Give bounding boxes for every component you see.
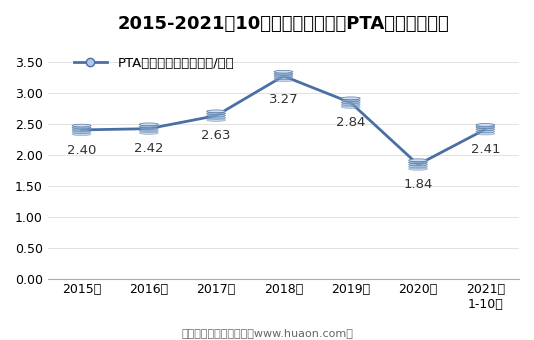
- Ellipse shape: [409, 168, 427, 170]
- Ellipse shape: [341, 97, 360, 100]
- Ellipse shape: [139, 130, 158, 132]
- Ellipse shape: [72, 133, 91, 136]
- Ellipse shape: [476, 130, 495, 133]
- Ellipse shape: [274, 72, 293, 75]
- Ellipse shape: [274, 77, 293, 80]
- Ellipse shape: [476, 126, 495, 129]
- Text: 3.27: 3.27: [269, 94, 299, 106]
- Ellipse shape: [409, 159, 427, 161]
- Ellipse shape: [274, 79, 293, 82]
- Ellipse shape: [72, 126, 91, 129]
- Ellipse shape: [72, 129, 91, 131]
- Ellipse shape: [207, 112, 225, 115]
- Text: 2.42: 2.42: [134, 142, 163, 155]
- Text: 1.84: 1.84: [403, 178, 433, 191]
- Ellipse shape: [476, 132, 495, 135]
- Ellipse shape: [139, 123, 158, 126]
- Ellipse shape: [72, 131, 91, 134]
- Ellipse shape: [72, 124, 91, 127]
- Ellipse shape: [139, 127, 158, 130]
- Ellipse shape: [207, 116, 225, 119]
- Ellipse shape: [409, 163, 427, 166]
- Legend: PTA期货成交均价（万元/手）: PTA期货成交均价（万元/手）: [68, 51, 239, 75]
- Ellipse shape: [341, 99, 360, 102]
- Text: 2.40: 2.40: [67, 143, 96, 156]
- Title: 2015-2021年10月郑州商品交易所PTA期货成交均价: 2015-2021年10月郑州商品交易所PTA期货成交均价: [117, 15, 449, 33]
- Ellipse shape: [476, 123, 495, 126]
- Text: 2.84: 2.84: [336, 116, 365, 129]
- Text: 2.41: 2.41: [470, 143, 500, 156]
- Ellipse shape: [207, 119, 225, 121]
- Text: 制图：华经产业研究院（www.huaon.com）: 制图：华经产业研究院（www.huaon.com）: [181, 328, 353, 338]
- Ellipse shape: [476, 128, 495, 131]
- Ellipse shape: [341, 103, 360, 106]
- Ellipse shape: [139, 132, 158, 134]
- Ellipse shape: [207, 110, 225, 113]
- Ellipse shape: [341, 106, 360, 108]
- Ellipse shape: [274, 75, 293, 78]
- Ellipse shape: [207, 114, 225, 117]
- Text: 2.63: 2.63: [201, 129, 231, 142]
- Ellipse shape: [274, 70, 293, 73]
- Ellipse shape: [409, 161, 427, 164]
- Ellipse shape: [341, 101, 360, 104]
- Ellipse shape: [409, 165, 427, 168]
- Ellipse shape: [139, 125, 158, 128]
